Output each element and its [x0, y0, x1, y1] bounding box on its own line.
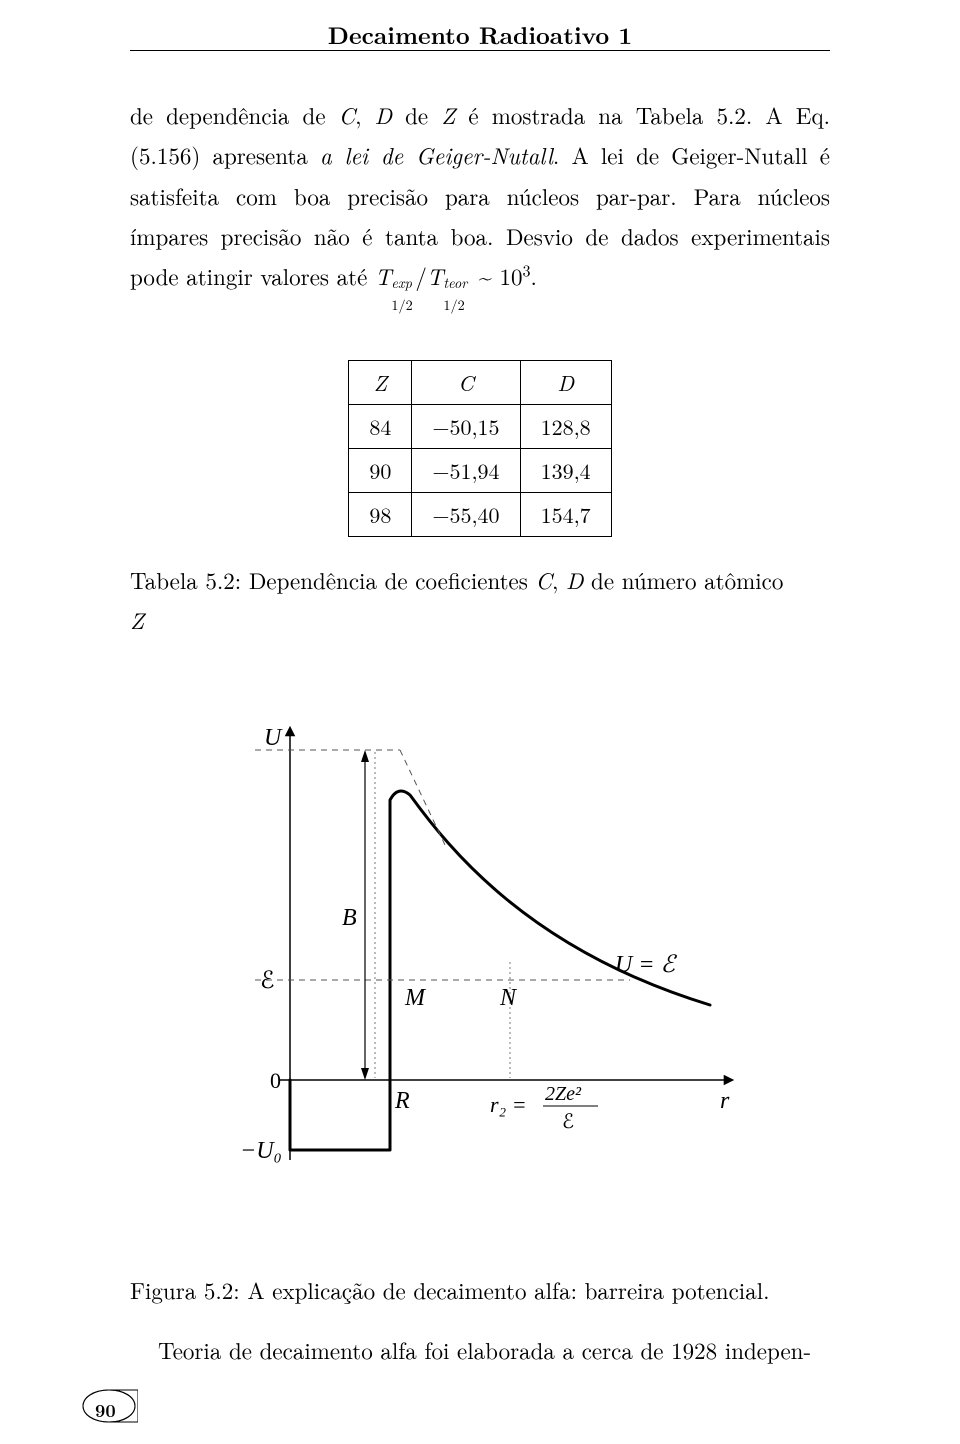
caption-text: Tabela 5.2: Dependência de coeficientes	[130, 563, 535, 596]
figure-caption: Figura 5.2: A explicação de decaimento a…	[130, 1270, 830, 1310]
label-r: r	[720, 1088, 730, 1114]
sub-half: 1/2	[391, 293, 412, 318]
cell: −50,15	[412, 405, 520, 449]
cell: 90	[349, 449, 412, 493]
col-D: D	[520, 361, 611, 405]
table-header-row: Z C D	[349, 361, 611, 405]
figure-5-2: U B ℰ M N U = ℰ 0 R r −U₀ r₂ = 2Ze² ℰ	[200, 700, 760, 1220]
text-span: de	[392, 98, 441, 131]
col-C: C	[412, 361, 520, 405]
data-table: Z C D 84 −50,15 128,8 90 −51,94 139,4 98…	[348, 360, 611, 537]
label-minusU0: −U₀	[240, 1138, 282, 1164]
paragraph-1: de dependência de C, D de Z é mostrada n…	[130, 95, 830, 296]
var-Z: Z	[441, 98, 455, 131]
cell: 128,8	[520, 405, 611, 449]
var-C: C	[339, 98, 355, 131]
var-Z: Z	[130, 603, 144, 636]
label-N: N	[499, 985, 518, 1011]
label-E: ℰ	[260, 968, 275, 994]
label-r2den: ℰ	[562, 1111, 574, 1133]
table-caption: Tabela 5.2: Dependência de coeficientes …	[130, 560, 830, 641]
label-R: R	[394, 1088, 410, 1114]
caption-text: de número atômico	[583, 563, 783, 596]
label-r2eq: r₂ =	[490, 1092, 527, 1117]
table-row: 98 −55,40 154,7	[349, 493, 611, 537]
label-UeqE: U = ℰ	[615, 952, 678, 978]
var-D: D	[566, 563, 583, 596]
text-span: de dependência de	[130, 98, 339, 131]
cell: 98	[349, 493, 412, 537]
label-M: M	[404, 985, 427, 1011]
var-D: D	[375, 98, 392, 131]
var-T2: T	[427, 259, 443, 292]
cube: 3	[523, 258, 531, 281]
table-row: 84 −50,15 128,8	[349, 405, 611, 449]
cell: −55,40	[412, 493, 520, 537]
label-zero: 0	[270, 1068, 281, 1093]
cell: −51,94	[412, 449, 520, 493]
page-number: 90	[95, 1398, 116, 1423]
running-header: Decaimento Radioativo 1	[0, 18, 960, 52]
cell: 154,7	[520, 493, 611, 537]
table-row: 90 −51,94 139,4	[349, 449, 611, 493]
col-Z: Z	[349, 361, 412, 405]
var-C: C	[535, 563, 551, 596]
cell: 139,4	[520, 449, 611, 493]
text-span: ,	[355, 98, 375, 131]
label-r2num: 2Ze²	[545, 1083, 582, 1105]
header-rule	[130, 50, 830, 51]
law-name: a lei de Geiger-Nutall	[320, 138, 553, 171]
paragraph-last: Teoria de decaimento alfa foi elaborada …	[130, 1330, 830, 1370]
period: .	[531, 259, 537, 292]
table-5-2: Z C D 84 −50,15 128,8 90 −51,94 139,4 98…	[130, 360, 830, 537]
caption-text: ,	[552, 563, 566, 596]
figure-svg: U B ℰ M N U = ℰ 0 R r −U₀ r₂ = 2Ze² ℰ	[200, 700, 760, 1220]
sub-half-2: 1/2	[443, 293, 464, 318]
cell: 84	[349, 405, 412, 449]
var-T: T	[375, 259, 391, 292]
label-B: B	[342, 905, 357, 931]
sim-text: ~ 10	[471, 259, 522, 292]
page: Decaimento Radioativo 1 de dependência d…	[0, 0, 960, 1444]
label-U: U	[264, 725, 283, 751]
